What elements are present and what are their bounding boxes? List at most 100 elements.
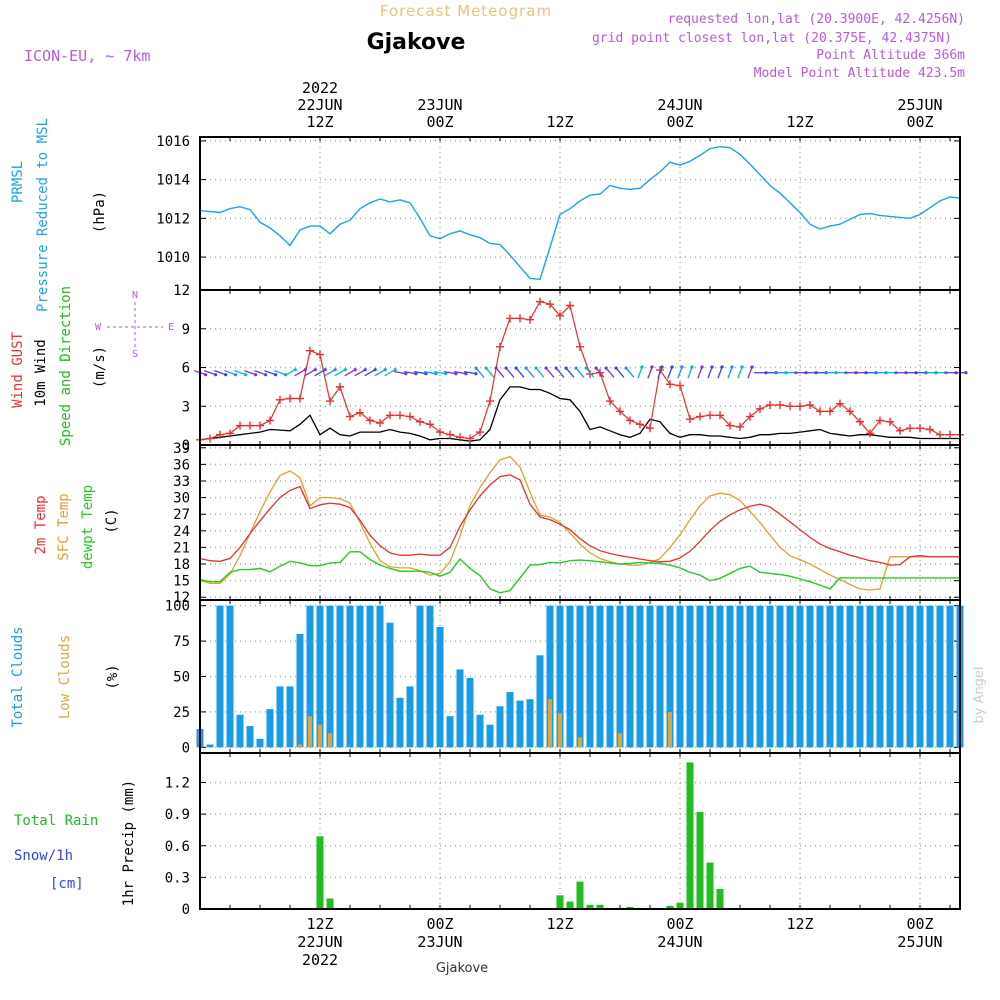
gust-marker [326,397,334,406]
gust-marker [286,394,294,403]
wind-direction-arrow [667,366,673,379]
wind-direction-arrow [515,367,525,378]
wind-direction-arrow [677,366,683,379]
total-cloud-bar [556,605,564,748]
wind-arrow-head [224,373,228,377]
wind-direction-arrow [565,367,575,378]
wind-arrow-head [680,365,684,369]
wind-direction-arrow [605,367,615,378]
low-cloud-bar [318,724,322,748]
total-cloud-bar [386,622,394,748]
total-cloud-bar [746,605,754,748]
low-cloud-bar [298,744,302,748]
total-cloud-bar [286,686,294,748]
wind-direction-arrow [204,369,216,376]
wind-label-dir: Speed and Direction [58,286,74,446]
time-label-top: 24JUN [657,96,702,114]
total-cloud-bar [206,744,214,748]
total-cloud-bar [396,697,404,748]
wind-direction-arrow [545,367,555,378]
clouds-label-low: Low Clouds [57,635,73,719]
wind-arrow-head [584,366,588,370]
low-cloud-bar [328,733,332,748]
wind-unit: (m/s) [92,346,108,388]
model-point-altitude: Model Point Altitude 423.5m [754,66,965,81]
y-tick-label: 30 [173,491,190,507]
gust-marker [306,346,314,355]
rain-bar [596,904,604,909]
temp-unit: (C) [104,508,120,533]
wind-direction-arrow [747,366,753,379]
wind-direction-arrow [314,369,326,377]
temp-frame [199,444,961,601]
y-tick-label: 50 [173,670,190,686]
grid-point-location: grid point closest lon,lat (20.375E, 42.… [592,31,952,46]
pressure-frame [199,136,961,291]
wind-arrow-head [434,372,438,376]
total-cloud-bar [606,605,614,748]
wind-arrow-head [514,366,518,370]
total-cloud-bar [356,605,364,748]
wind-arrow-head [604,366,608,370]
y-tick-label: 39 [173,441,190,457]
wind-arrow-head [393,368,397,372]
wind-arrow-head [414,372,418,376]
gust-marker [466,434,474,443]
y-tick-label: 9 [182,322,190,338]
time-label-bottom: 25JUN [897,933,942,951]
total-cloud-bar [676,605,684,748]
total-cloud-bar [766,605,774,748]
total-cloud-bar [946,605,954,748]
y-tick-label: 1010 [156,250,190,266]
total-cloud-bar [916,605,924,748]
time-label-top: 12Z [546,113,573,131]
wind-arrow-head [554,366,558,370]
footer-location: Gjakove [436,961,488,976]
total-cloud-bar [856,605,864,748]
time-label-bottom: 2022 [302,951,338,969]
total-cloud-bar [566,605,574,748]
pressure-label-prmsl: PRMSL [10,161,26,203]
rain-bar [566,901,574,909]
gust-marker [696,412,704,421]
precip-label-rain: Total Rain [14,813,98,829]
gust-marker [626,416,634,425]
wind-arrow-head [303,368,307,372]
gust-marker [576,342,584,351]
clouds-label-total: Total Clouds [10,626,26,727]
gust-marker [726,421,734,430]
wind-label-10m: 10m Wind [33,339,49,406]
gust-marker [766,400,774,409]
gust-marker [536,297,544,306]
gust-marker [456,433,464,442]
y-tick-label: 1016 [156,134,190,150]
dewpoint-line [199,551,960,594]
wind-direction-arrow [453,370,467,375]
wind-direction-arrow [244,369,256,376]
wind-arrow-head [750,365,754,369]
model-label: ICON-EU, ~ 7km [24,47,150,65]
total-cloud-bar [706,605,714,748]
wind-arrow-head [254,373,258,377]
total-cloud-bar [276,686,284,748]
total-cloud-bar [836,605,844,748]
wind-direction-arrow [224,369,236,376]
total-cloud-bar [246,726,254,748]
wind-direction-arrow [495,367,505,378]
wind-direction-arrow [625,367,635,378]
precip-unit: 1hr Precip (mm) [121,780,137,906]
wind-direction-arrow [364,369,376,377]
wind-arrow-head [214,373,218,377]
gust-marker [926,425,934,434]
wind-direction-arrow [403,370,417,375]
location-title: Gjakove [367,30,466,55]
rain-bar [626,906,634,909]
low-cloud-bar [578,737,582,748]
wind-direction-arrow [433,370,447,375]
wind-direction-arrow [354,369,366,377]
wind-speed-line [199,386,960,442]
wind-direction-arrow [727,366,733,379]
wind-direction-arrow [423,370,437,375]
rain-bar [676,902,684,909]
rain-bar [706,862,714,909]
